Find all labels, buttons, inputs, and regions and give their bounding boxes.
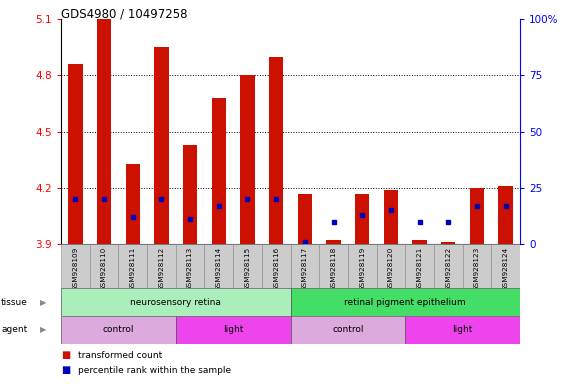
Bar bbox=[498, 186, 513, 244]
Bar bbox=[297, 194, 312, 244]
Bar bbox=[211, 98, 226, 244]
Text: tissue: tissue bbox=[1, 298, 28, 307]
Bar bbox=[492, 244, 520, 288]
Bar bbox=[290, 244, 319, 288]
Bar bbox=[241, 76, 254, 244]
Text: light: light bbox=[223, 325, 243, 334]
Bar bbox=[406, 316, 520, 344]
Text: ■: ■ bbox=[61, 366, 70, 376]
Bar bbox=[262, 244, 290, 288]
Text: GSM928111: GSM928111 bbox=[130, 247, 136, 291]
Bar bbox=[441, 242, 456, 244]
Text: percentile rank within the sample: percentile rank within the sample bbox=[78, 366, 232, 375]
Bar bbox=[290, 316, 406, 344]
Bar bbox=[89, 244, 119, 288]
Bar bbox=[327, 240, 340, 244]
Text: GSM928110: GSM928110 bbox=[101, 247, 107, 291]
Bar bbox=[383, 190, 398, 244]
Text: ■: ■ bbox=[61, 350, 70, 360]
Text: ▶: ▶ bbox=[40, 325, 46, 334]
Bar bbox=[68, 64, 83, 244]
Bar bbox=[61, 316, 175, 344]
Bar bbox=[319, 244, 348, 288]
Bar bbox=[269, 57, 284, 244]
Text: control: control bbox=[332, 325, 364, 334]
Bar bbox=[175, 316, 290, 344]
Text: GSM928123: GSM928123 bbox=[474, 247, 480, 291]
Bar bbox=[97, 19, 111, 244]
Bar bbox=[119, 244, 147, 288]
Text: GSM928120: GSM928120 bbox=[388, 247, 394, 291]
Bar bbox=[462, 244, 492, 288]
Bar bbox=[175, 244, 205, 288]
Text: neurosensory retina: neurosensory retina bbox=[130, 298, 221, 307]
Text: transformed count: transformed count bbox=[78, 351, 163, 360]
Text: GSM928113: GSM928113 bbox=[187, 247, 193, 291]
Bar bbox=[413, 240, 427, 244]
Text: agent: agent bbox=[1, 325, 27, 334]
Bar bbox=[205, 244, 233, 288]
Text: retinal pigment epithelium: retinal pigment epithelium bbox=[345, 298, 466, 307]
Bar bbox=[233, 244, 262, 288]
Text: GSM928121: GSM928121 bbox=[417, 247, 422, 291]
Text: GSM928118: GSM928118 bbox=[331, 247, 336, 291]
Bar bbox=[355, 194, 370, 244]
Text: ▶: ▶ bbox=[40, 298, 46, 307]
Bar bbox=[470, 188, 484, 244]
Text: control: control bbox=[103, 325, 134, 334]
Text: GSM928114: GSM928114 bbox=[216, 247, 222, 291]
Bar bbox=[290, 288, 520, 316]
Text: GDS4980 / 10497258: GDS4980 / 10497258 bbox=[61, 8, 188, 21]
Bar bbox=[147, 244, 175, 288]
Text: GSM928122: GSM928122 bbox=[445, 247, 451, 291]
Text: light: light bbox=[453, 325, 473, 334]
Text: GSM928124: GSM928124 bbox=[503, 247, 508, 291]
Text: GSM928119: GSM928119 bbox=[359, 247, 365, 291]
Bar bbox=[348, 244, 376, 288]
Bar bbox=[61, 288, 290, 316]
Bar bbox=[376, 244, 406, 288]
Text: GSM928109: GSM928109 bbox=[73, 247, 78, 291]
Text: GSM928116: GSM928116 bbox=[273, 247, 279, 291]
Bar bbox=[154, 47, 168, 244]
Bar bbox=[125, 164, 140, 244]
Bar bbox=[406, 244, 434, 288]
Bar bbox=[61, 244, 89, 288]
Text: GSM928117: GSM928117 bbox=[302, 247, 308, 291]
Bar bbox=[183, 145, 198, 244]
Bar bbox=[434, 244, 462, 288]
Text: GSM928115: GSM928115 bbox=[245, 247, 250, 291]
Text: GSM928112: GSM928112 bbox=[159, 247, 164, 291]
